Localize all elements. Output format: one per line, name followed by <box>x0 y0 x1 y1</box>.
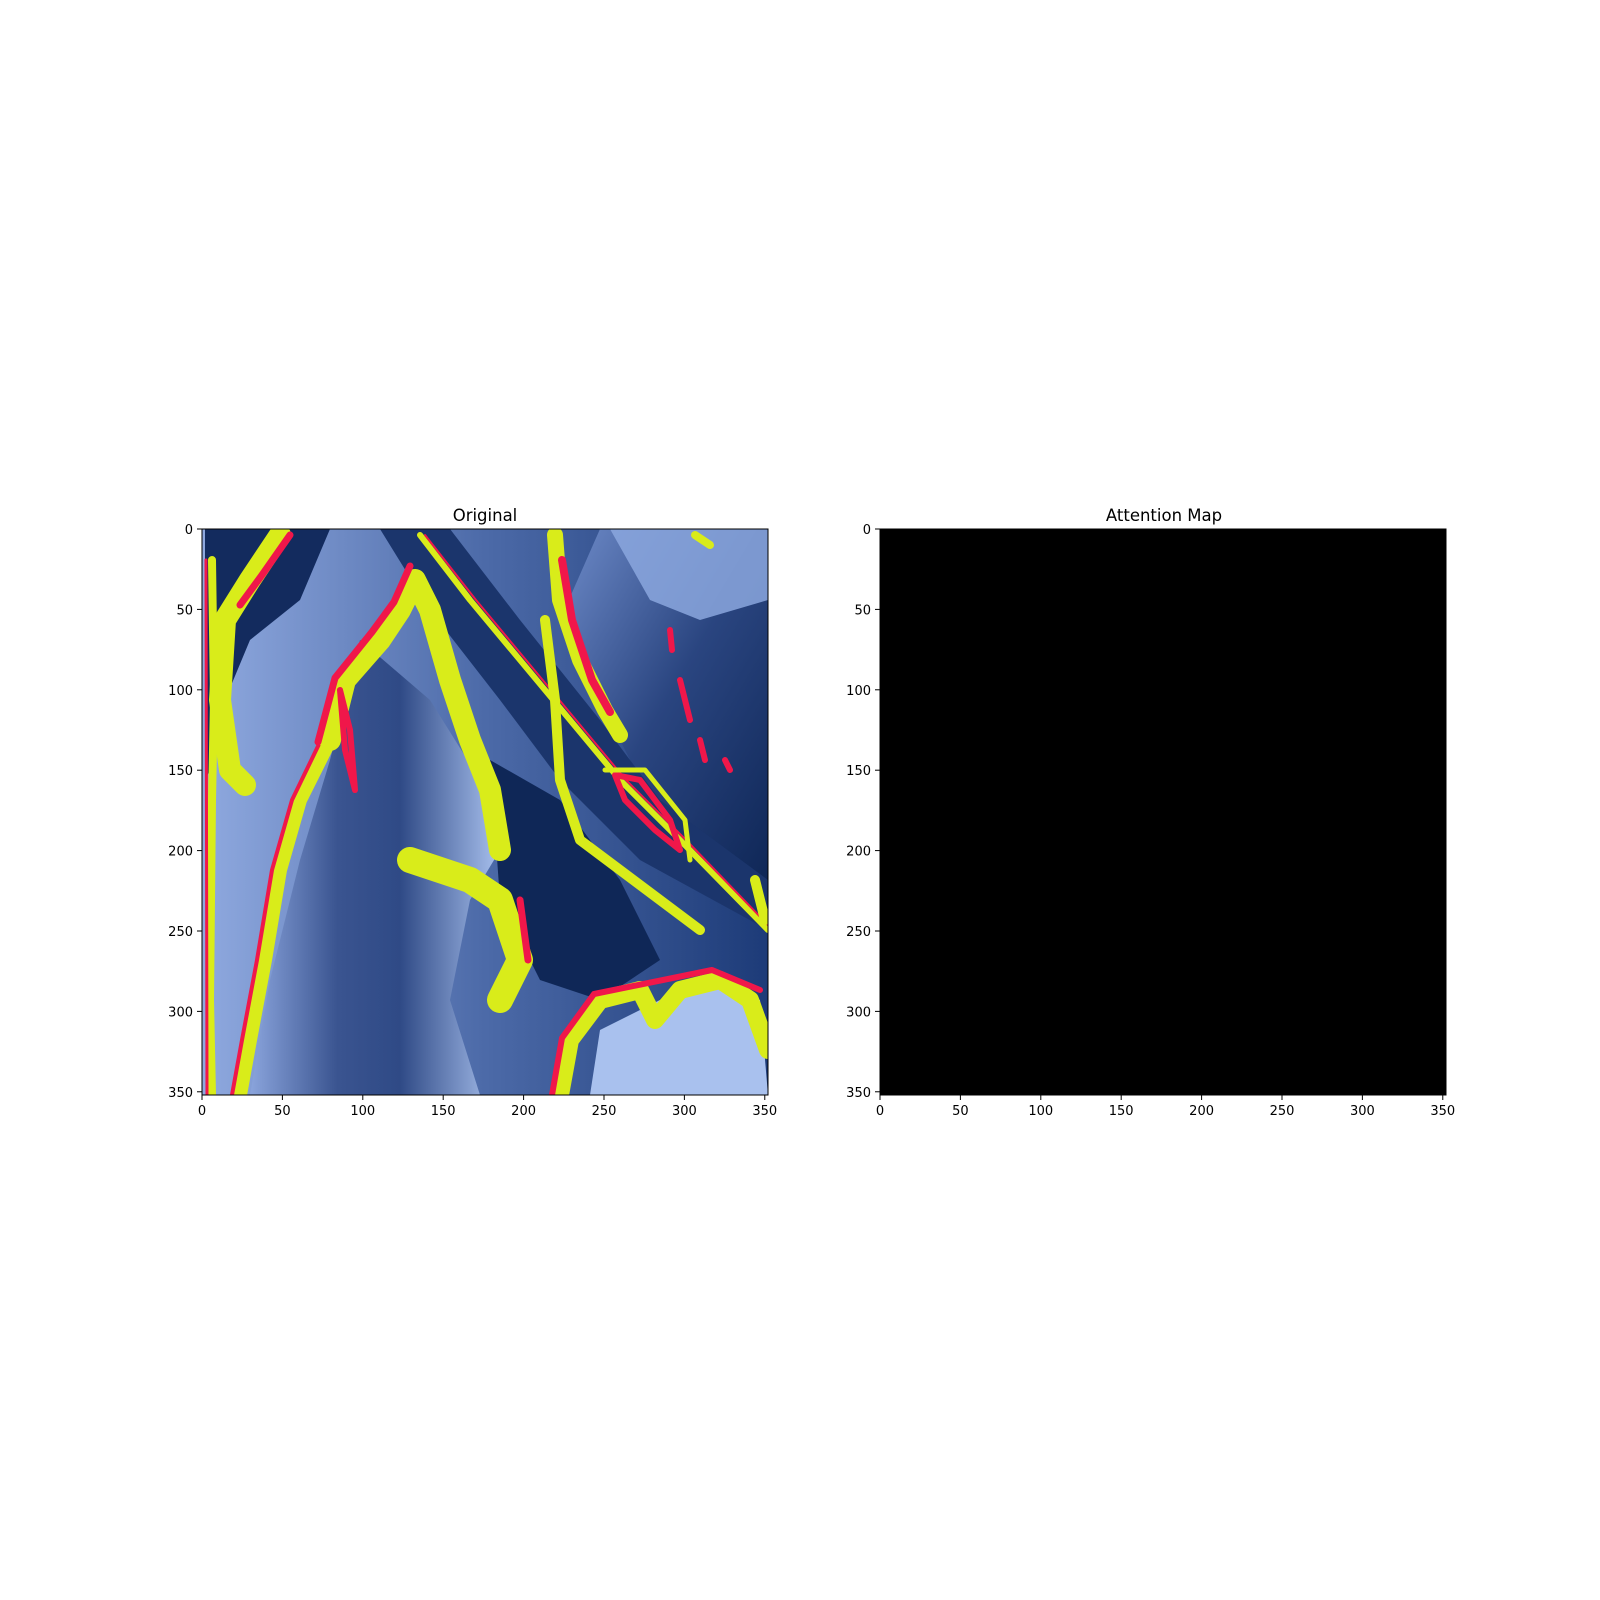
y-tick-label: 300 <box>846 1005 871 1020</box>
x-tick-label: 0 <box>876 1104 884 1119</box>
y-tick-label: 150 <box>168 764 193 779</box>
x-tick-label: 300 <box>1350 1104 1375 1119</box>
y-tick-label: 250 <box>846 925 871 940</box>
y-tick-label: 50 <box>176 603 193 618</box>
x-tick-label: 50 <box>274 1104 291 1119</box>
y-tick-label: 0 <box>185 523 193 538</box>
x-tick-label: 100 <box>350 1104 375 1119</box>
x-tick-label: 100 <box>1028 1104 1053 1119</box>
x-tick-label: 350 <box>1430 1104 1455 1119</box>
x-tick-label: 50 <box>952 1104 969 1119</box>
attention-panel: Attention Map 0 50 100 150 200 250 300 350 0 50 10… <box>846 506 1455 1119</box>
x-tick-label: 200 <box>1189 1104 1214 1119</box>
x-tick-label: 350 <box>752 1104 777 1119</box>
attention-title: Attention Map <box>1106 506 1222 525</box>
y-tick-label: 200 <box>846 845 871 860</box>
attention-image <box>880 529 1446 1095</box>
x-tick-label: 200 <box>511 1104 536 1119</box>
y-tick-label: 350 <box>168 1086 193 1101</box>
x-tick-label: 150 <box>1109 1104 1134 1119</box>
x-tick-label: 0 <box>198 1104 206 1119</box>
y-tick-label: 0 <box>863 523 871 538</box>
original-image <box>202 529 768 1095</box>
y-tick-label: 250 <box>168 925 193 940</box>
x-tick-label: 250 <box>592 1104 617 1119</box>
y-tick-label: 200 <box>168 845 193 860</box>
y-tick-label: 300 <box>168 1005 193 1020</box>
y-tick-label: 100 <box>168 684 193 699</box>
y-tick-label: 350 <box>846 1086 871 1101</box>
original-panel: Original <box>168 506 777 1119</box>
y-tick-label: 150 <box>846 764 871 779</box>
x-tick-label: 300 <box>672 1104 697 1119</box>
x-tick-label: 250 <box>1270 1104 1295 1119</box>
y-tick-label: 100 <box>846 684 871 699</box>
original-title: Original <box>453 506 518 525</box>
y-tick-label: 50 <box>854 603 871 618</box>
band-left-edge-red <box>206 560 207 1095</box>
x-tick-label: 150 <box>431 1104 456 1119</box>
